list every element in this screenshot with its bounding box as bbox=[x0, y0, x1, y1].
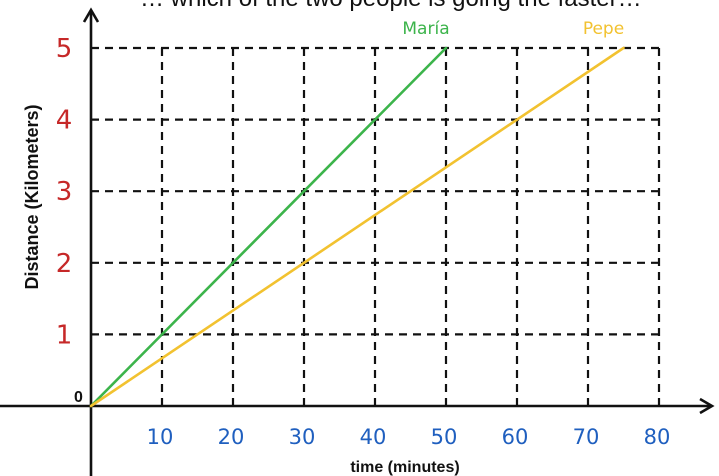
x-tick-label: 20 bbox=[218, 425, 245, 449]
y-tick-label: 3 bbox=[56, 177, 73, 207]
series-line-maria bbox=[89, 46, 448, 408]
x-tick-label: 40 bbox=[360, 425, 387, 449]
grid bbox=[91, 46, 661, 406]
x-tick-label: 50 bbox=[431, 425, 458, 449]
y-tick-label: 5 bbox=[56, 34, 73, 64]
y-tick-label: 2 bbox=[56, 249, 73, 279]
series-line-pepe bbox=[89, 46, 625, 408]
axes bbox=[0, 7, 715, 476]
y-axis-title: Distance (Kilometers) bbox=[22, 104, 42, 289]
x-tick-label: 60 bbox=[502, 425, 529, 449]
x-tick-labels: 10 20 30 40 50 60 70 80 bbox=[147, 425, 671, 449]
series-labels: María Pepe bbox=[402, 19, 624, 39]
x-axis-arrow-icon bbox=[699, 397, 715, 415]
top-caption: … which of the two people is going the f… bbox=[140, 0, 642, 12]
series-label-pepe: Pepe bbox=[583, 19, 624, 39]
x-axis-title: time (minutes) bbox=[350, 459, 459, 476]
y-tick-labels: 1 2 3 4 5 bbox=[56, 34, 73, 350]
series-label-maria: María bbox=[402, 19, 449, 39]
x-tick-label: 30 bbox=[289, 425, 316, 449]
y-tick-label: 4 bbox=[56, 106, 73, 136]
x-tick-label: 70 bbox=[573, 425, 600, 449]
y-tick-label: 1 bbox=[56, 320, 73, 350]
origin-label: 0 bbox=[74, 389, 83, 406]
x-tick-label: 80 bbox=[644, 425, 671, 449]
series-lines bbox=[89, 46, 625, 408]
y-axis-arrow-icon bbox=[82, 7, 100, 23]
x-tick-label: 10 bbox=[147, 425, 174, 449]
